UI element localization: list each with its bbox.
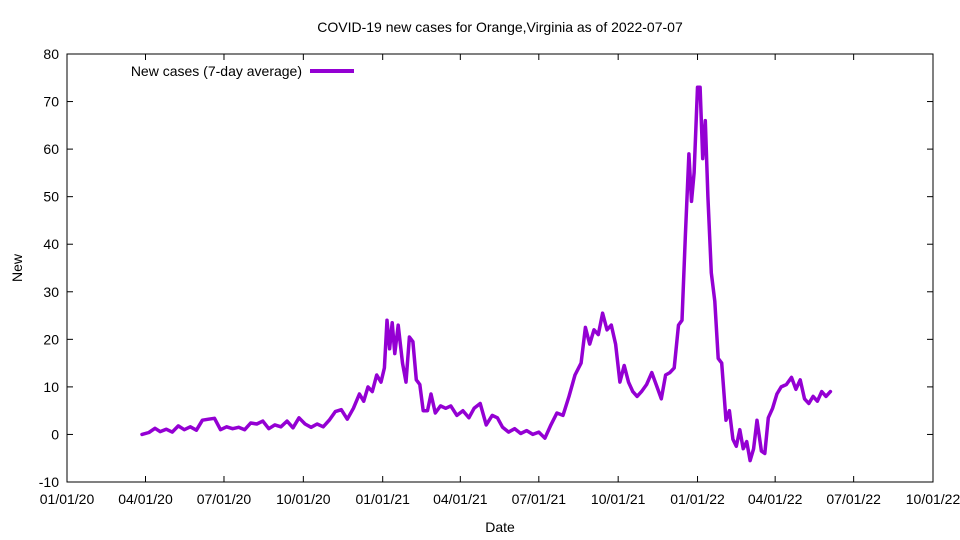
x-tick-label: 10/01/22 xyxy=(906,491,960,507)
series-line xyxy=(140,85,833,463)
y-tick-label: 60 xyxy=(43,141,59,157)
legend: New cases (7-day average) xyxy=(131,63,354,79)
y-tick-label: 0 xyxy=(51,426,59,442)
x-tick-label: 04/01/21 xyxy=(433,491,488,507)
y-tick-label: 80 xyxy=(43,46,59,62)
y-tick-label: 70 xyxy=(43,94,59,110)
x-tick-label: 01/01/21 xyxy=(355,491,410,507)
axis-ticks: -10 0 10 20 30 40 50 60 70 80 01/01/20 04/01/20 07/0… xyxy=(39,46,960,507)
legend-label: New cases (7-day average) xyxy=(131,63,302,79)
y-tick-label: 10 xyxy=(43,379,59,395)
x-tick-label: 10/01/20 xyxy=(276,491,331,507)
x-tick-label: 07/01/22 xyxy=(826,491,881,507)
y-tick-label: 30 xyxy=(43,284,59,300)
y-axis-label: New xyxy=(9,253,25,282)
x-tick-label: 01/01/20 xyxy=(40,491,95,507)
series-layer xyxy=(140,85,833,463)
y-tick-label: -10 xyxy=(39,474,59,490)
x-tick-label: 07/01/20 xyxy=(197,491,252,507)
x-tick-label: 01/01/22 xyxy=(670,491,725,507)
x-tick-label: 04/01/22 xyxy=(748,491,803,507)
x-tick-label: 07/01/21 xyxy=(512,491,567,507)
y-tick-label: 20 xyxy=(43,331,59,347)
chart-title: COVID-19 new cases for Orange,Virginia a… xyxy=(317,19,683,35)
y-tick-label: 50 xyxy=(43,189,59,205)
x-axis-label: Date xyxy=(485,519,515,535)
y-tick-label: 40 xyxy=(43,236,59,252)
x-tick-label: 10/01/21 xyxy=(591,491,646,507)
x-tick-label: 04/01/20 xyxy=(118,491,173,507)
plot-frame xyxy=(66,53,934,483)
